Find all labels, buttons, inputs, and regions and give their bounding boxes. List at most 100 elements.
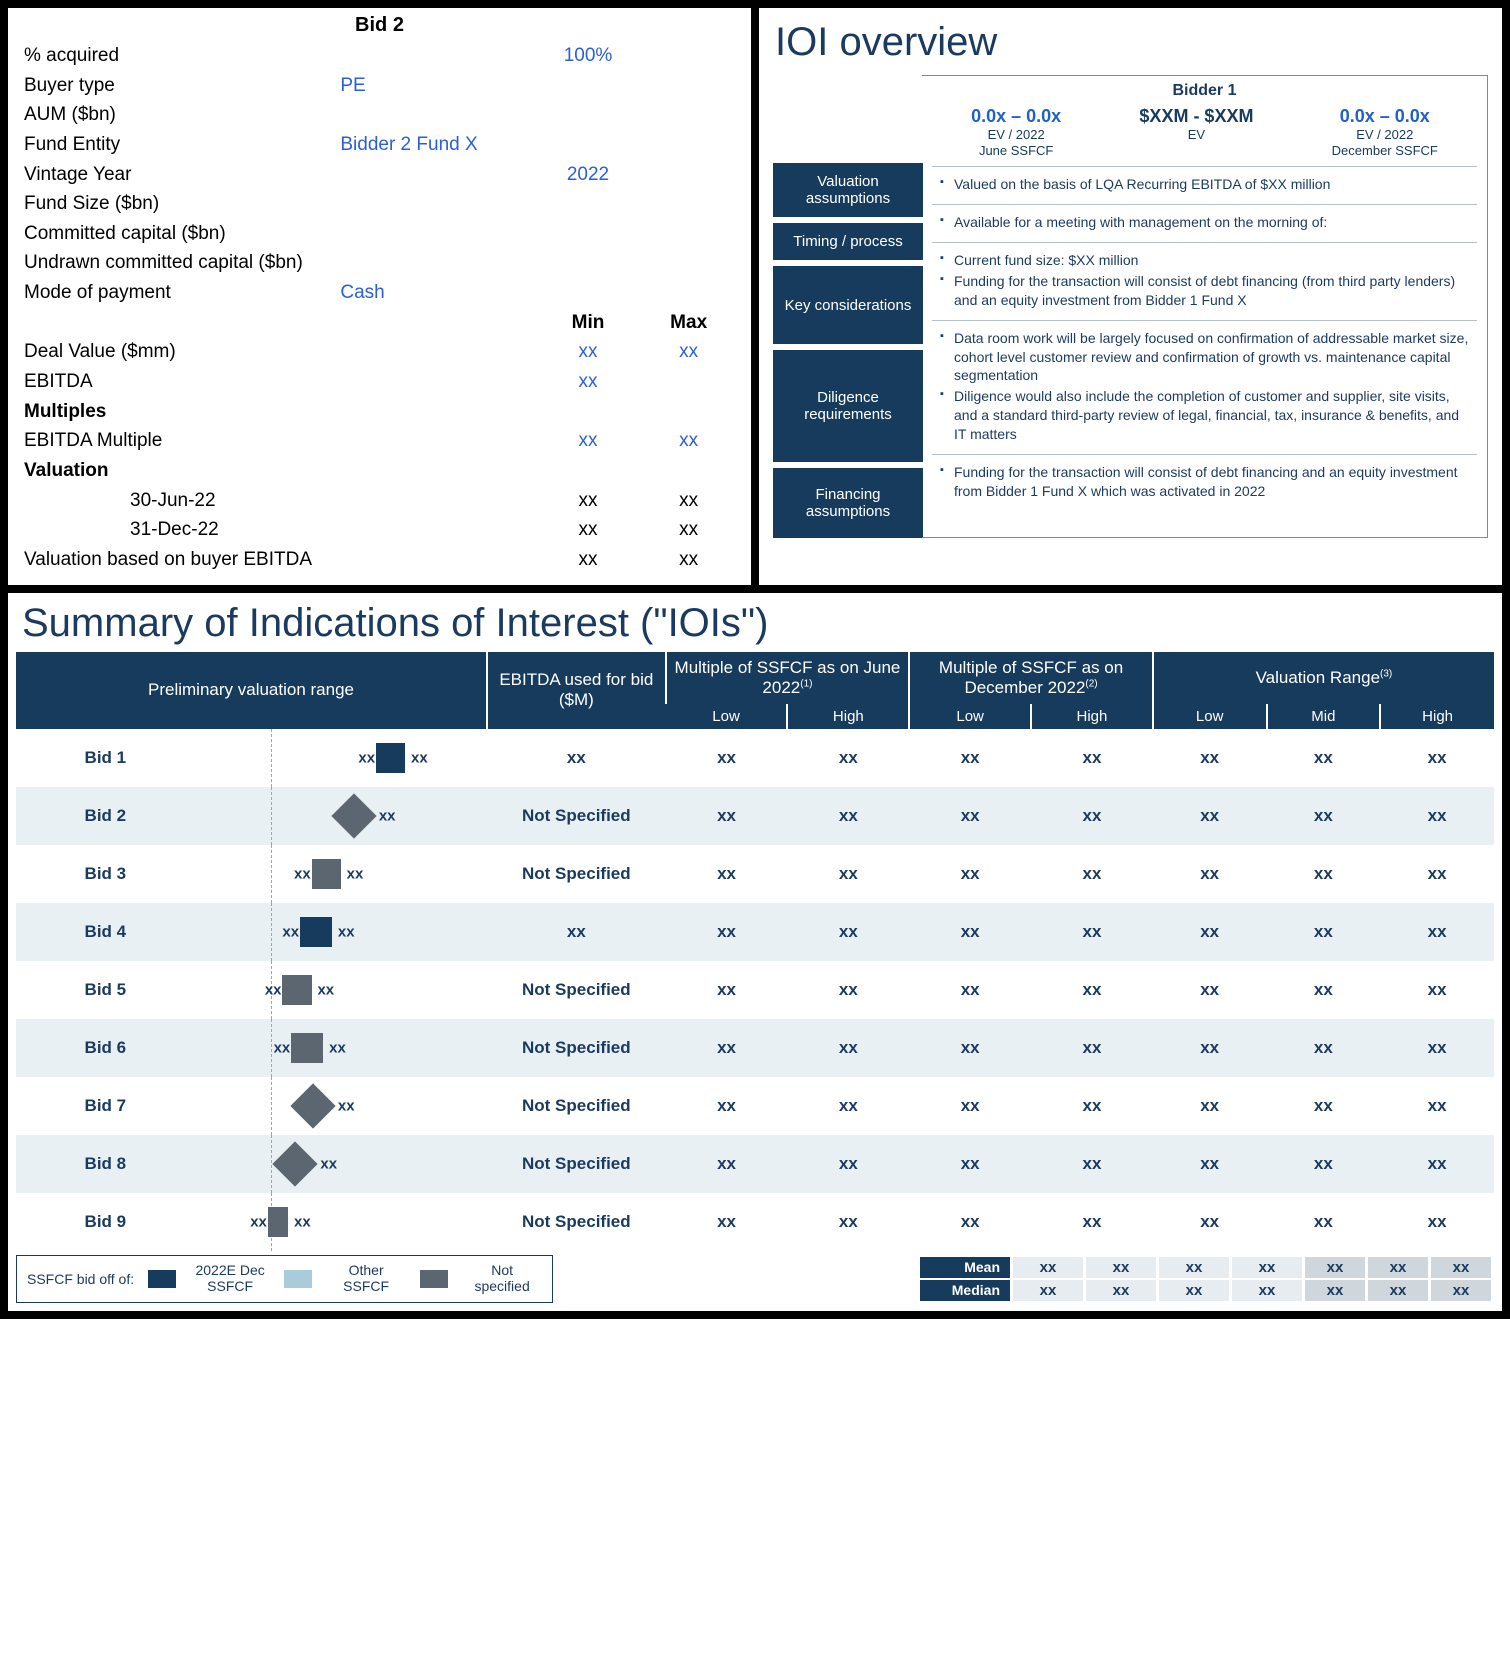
stat-cell: xx [1159,1257,1229,1278]
ioi-section: Current fund size: $XX millionFunding fo… [932,242,1477,320]
value-cell: xx [1267,1077,1381,1135]
value-cell: xx [787,1077,909,1135]
ebitda-cell: Not Specified [487,1019,666,1077]
stat-cell: xx [1013,1280,1083,1301]
bid-label: Bid 6 [16,1019,195,1077]
value-cell: xx [1153,961,1267,1019]
value-cell: xx [1267,961,1381,1019]
valuation-range-chart-cell: xxxx [195,961,487,1019]
summary-title: Summary of Indications of Interest ("IOI… [22,601,1494,646]
value-cell: xx [909,1019,1031,1077]
summary-row: Bid 7xxNot Specifiedxxxxxxxxxxxxxx [16,1077,1494,1135]
value-cell: xx [666,1193,788,1251]
value-cell: xx [787,903,909,961]
value-cell: xx [787,1193,909,1251]
value-cell: xx [1031,845,1153,903]
value-cell: xx [1380,1135,1494,1193]
ioi-section: Data room work will be largely focused o… [932,320,1477,454]
value-cell: xx [666,1077,788,1135]
ioi-bullet: Funding for the transaction will consist… [940,463,1473,501]
ebitda-cell: Not Specified [487,1135,666,1193]
stat-cell: xx [1159,1280,1229,1301]
value-cell: xx [1031,729,1153,787]
ioi-section: Available for a meeting with management … [932,204,1477,242]
stat-cell: xx [1232,1257,1302,1278]
value-cell: xx [787,845,909,903]
ebitda-cell: xx [487,729,666,787]
bid-label: Bid 1 [16,729,195,787]
stat-cell: xx [1431,1280,1491,1301]
value-cell: xx [1031,1077,1153,1135]
value-cell: xx [1031,903,1153,961]
stats-table: MeanxxxxxxxxxxxxxxMedianxxxxxxxxxxxxxx [917,1255,1494,1303]
summary-row: Bid 1xxxxxxxxxxxxxxxxxxxx [16,729,1494,787]
bid-label: Bid 7 [16,1077,195,1135]
ioi-panel: Bidder 1 0.0x – 0.0xEV / 2022June SSFCF$… [922,75,1488,538]
value-cell: xx [1031,961,1153,1019]
value-cell: xx [909,845,1031,903]
value-cell: xx [787,787,909,845]
value-cell: xx [1267,1135,1381,1193]
valuation-range-chart-cell: xxxx [195,1193,487,1251]
ioi-metrics: 0.0x – 0.0xEV / 2022June SSFCF$XXM - $XX… [932,106,1477,158]
legend-label: Other SSFCF [326,1263,406,1294]
summary-row: Bid 6xxxxNot Specifiedxxxxxxxxxxxxxx [16,1019,1494,1077]
value-cell: xx [787,729,909,787]
bid-label: Bid 8 [16,1135,195,1193]
value-cell: xx [909,1135,1031,1193]
bid-detail-panel: Bid 2 % acquired100% Buyer typePE AUM ($… [4,4,755,589]
row-value: 100% [538,41,639,71]
hdr-mult-june: Multiple of SSFCF as on June 2022(1) [666,652,910,704]
stat-cell: xx [1013,1257,1083,1278]
stat-cell: xx [1431,1257,1491,1278]
legend-label: 2022E Dec SSFCF [190,1263,270,1294]
valuation-range-chart-cell: xx [195,1077,487,1135]
value-cell: xx [787,1135,909,1193]
ioi-title: IOI overview [775,20,1488,65]
stat-cell: xx [1305,1280,1365,1301]
value-cell: xx [909,903,1031,961]
value-cell: xx [1380,961,1494,1019]
stat-cell: xx [1368,1257,1428,1278]
ioi-bullet: Data room work will be largely focused o… [940,329,1473,386]
ioi-bullet: Current fund size: $XX million [940,251,1473,270]
valuation-range-chart-cell: xxxx [195,1019,487,1077]
value-cell: xx [666,961,788,1019]
ebitda-cell: Not Specified [487,787,666,845]
summary-row: Bid 2xxNot Specifiedxxxxxxxxxxxxxx [16,787,1494,845]
value-cell: xx [1153,1077,1267,1135]
value-cell: xx [909,961,1031,1019]
ebitda-cell: Not Specified [487,1193,666,1251]
stat-header-median: Median [920,1280,1010,1301]
ioi-tabs: Valuation assumptionsTiming / processKey… [773,75,923,538]
ioi-bullet: Diligence would also include the complet… [940,387,1473,444]
valuation-range-chart-cell: xx [195,1135,487,1193]
ioi-section: Valued on the basis of LQA Recurring EBI… [932,166,1477,204]
ioi-tab: Financing assumptions [773,468,923,538]
bidder-name: Bidder 1 [932,82,1477,100]
hdr-prelim: Preliminary valuation range [16,652,487,729]
range-bar [268,1207,288,1237]
ioi-metric: $XXM - $XXMEV [1139,106,1253,158]
value-cell: xx [1380,729,1494,787]
stat-cell: xx [1086,1257,1156,1278]
stat-cell: xx [1232,1280,1302,1301]
value-cell: xx [1031,1019,1153,1077]
range-bar [291,1033,323,1063]
hdr-vrange: Valuation Range(3) [1153,652,1494,704]
ioi-section: Funding for the transaction will consist… [932,454,1477,511]
ioi-metric: 0.0x – 0.0xEV / 2022December SSFCF [1332,106,1438,158]
bid-detail-table: % acquired100% Buyer typePE AUM ($bn) Fu… [20,41,739,575]
ebitda-cell: xx [487,903,666,961]
range-bar [282,975,311,1005]
stat-cell: xx [1305,1257,1365,1278]
stat-header-mean: Mean [920,1257,1010,1278]
value-cell: xx [909,1193,1031,1251]
page-frame: Bid 2 % acquired100% Buyer typePE AUM ($… [0,0,1510,1319]
value-cell: xx [1153,1193,1267,1251]
ebitda-cell: Not Specified [487,961,666,1019]
value-cell: xx [666,1019,788,1077]
range-bar [300,917,332,947]
range-bar [376,743,405,773]
value-cell: xx [909,787,1031,845]
